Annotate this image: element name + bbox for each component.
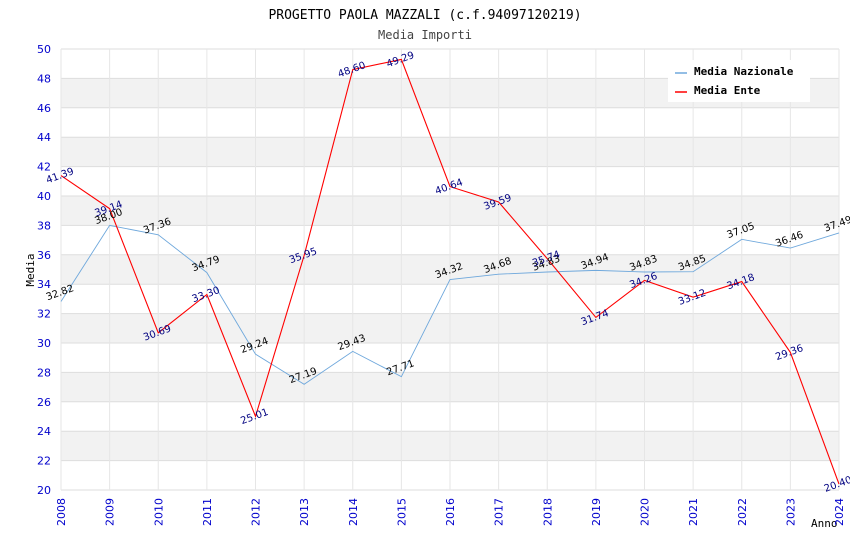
x-tick-label: 2014 (347, 498, 360, 526)
y-tick-label: 30 (37, 337, 51, 350)
series-line-ente (60, 58, 840, 485)
x-tick-label: 2011 (201, 498, 214, 526)
x-axis-label: Anno (811, 517, 838, 530)
y-tick-labels: 20 22 24 26 28 30 32 34 36 38 40 42 44 46 48 50 (37, 43, 51, 497)
x-tick-label: 2024 (833, 498, 846, 526)
y-tick-label: 46 (37, 102, 51, 115)
y-tick-label: 26 (37, 396, 51, 409)
x-tick-label: 2016 (444, 498, 457, 526)
x-tick-label: 2012 (250, 498, 263, 526)
gridlines (60, 48, 840, 491)
y-tick-label: 48 (37, 72, 51, 85)
y-tick-label: 28 (37, 366, 51, 379)
legend-box (668, 60, 810, 102)
x-tick-labels: 2008 2009 2010 2011 2012 2013 2014 2015 2016 2017… (55, 498, 846, 526)
x-tick-label: 2019 (590, 498, 603, 526)
x-tick-label: 2013 (298, 498, 311, 526)
y-tick-label: 40 (37, 190, 51, 203)
chart-subtitle: Media Importi (378, 28, 472, 42)
x-tick-label: 2010 (152, 498, 165, 526)
y-tick-label: 34 (37, 278, 51, 291)
y-tick-label: 50 (37, 43, 51, 56)
y-tick-label: 32 (37, 308, 51, 321)
y-tick-label: 44 (37, 131, 51, 144)
x-tick-label: 2022 (736, 498, 749, 526)
x-tick-label: 2021 (687, 498, 700, 526)
legend: Media Nazionale Media Ente (668, 60, 810, 102)
legend-label-nazionale: Media Nazionale (694, 65, 794, 78)
x-tick-label: 2023 (784, 498, 797, 526)
y-axis-label: Media (24, 253, 37, 286)
y-tick-label: 42 (37, 161, 51, 174)
legend-label-ente: Media Ente (694, 84, 761, 97)
y-tick-label: 20 (37, 484, 51, 497)
series-line-nazionale (60, 224, 840, 385)
x-tick-label: 2020 (639, 498, 652, 526)
x-tick-label: 2008 (55, 498, 68, 526)
x-tick-label: 2015 (395, 498, 408, 526)
x-tick-label: 2018 (541, 498, 554, 526)
y-tick-label: 24 (37, 425, 51, 438)
x-tick-label: 2009 (104, 498, 117, 526)
chart-title: PROGETTO PAOLA MAZZALI (c.f.94097120219) (268, 8, 581, 23)
y-tick-label: 38 (37, 219, 51, 232)
x-tick-label: 2017 (493, 498, 506, 526)
y-tick-label: 22 (37, 455, 51, 468)
y-tick-label: 36 (37, 249, 51, 262)
